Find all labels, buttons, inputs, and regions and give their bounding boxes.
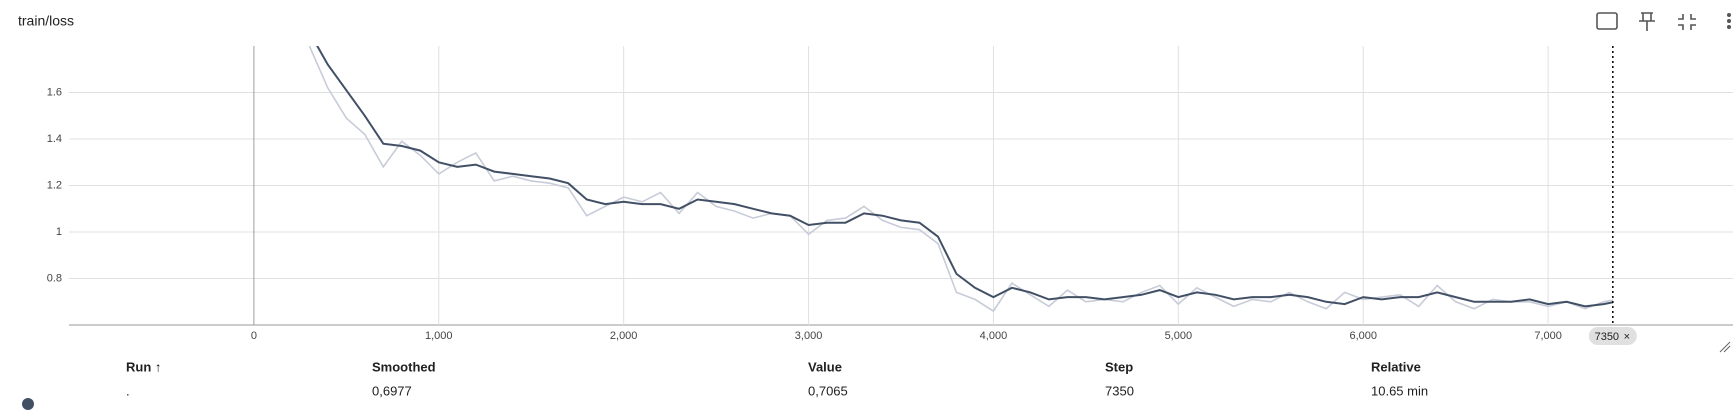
run-color-dot	[22, 398, 34, 410]
cursor-label: 7350	[1595, 331, 1619, 343]
chart-title: train/loss	[18, 13, 74, 29]
x-tick-label: 2,000	[610, 330, 638, 342]
series-line	[316, 46, 1613, 308]
x-tick-label: 3,000	[795, 330, 823, 342]
fit-domain-button[interactable]	[1596, 12, 1618, 30]
column-header: Relative	[1371, 359, 1421, 374]
table-cell: 0,6977	[372, 383, 412, 398]
column-header: Value	[808, 359, 842, 374]
series-line	[308, 46, 1613, 313]
x-tick-label: 5,000	[1165, 330, 1193, 342]
x-tick-label: 1,000	[425, 330, 453, 342]
table-cell: .	[126, 383, 130, 398]
pin-button[interactable]	[1639, 12, 1655, 31]
y-tick-label: 1.6	[47, 86, 62, 98]
data-table: Run ↑ Smoothed Value Step Relative. 0,6977 0,7…	[126, 359, 1428, 398]
y-tick-label: 1.4	[47, 133, 62, 145]
x-tick-label: 0	[251, 330, 257, 342]
column-header: Step	[1105, 359, 1133, 374]
x-tick-label: 7,000	[1534, 330, 1562, 342]
cursor-chip	[1588, 327, 1637, 345]
grid	[69, 46, 1733, 325]
cursor-close: ×	[1624, 331, 1630, 343]
y-tick-label: 1.2	[47, 179, 62, 191]
y-tick-label: 1	[56, 226, 62, 238]
column-header: Run ↑	[126, 359, 161, 374]
collapse-button[interactable]	[1678, 14, 1696, 30]
column-header: Smoothed	[372, 359, 436, 374]
toolbar	[1596, 12, 1731, 31]
x-tick-label: 6,000	[1349, 330, 1377, 342]
plot	[308, 46, 1613, 313]
more-button[interactable]	[1727, 13, 1731, 29]
x-tick-label: 4,000	[980, 330, 1008, 342]
table-cell: 10.65 min	[1371, 383, 1428, 398]
table-cell: 0,7065	[808, 383, 848, 398]
y-tick-label: 0.8	[47, 272, 62, 284]
table-cell: 7350	[1105, 383, 1134, 398]
resize-handle[interactable]	[1719, 341, 1731, 353]
